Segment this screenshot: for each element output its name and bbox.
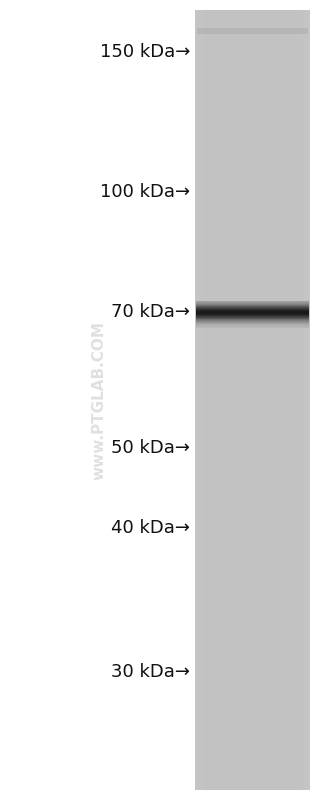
Text: 40 kDa→: 40 kDa→ — [111, 519, 190, 537]
Bar — [196, 10, 197, 790]
Bar — [205, 10, 206, 790]
Bar — [302, 10, 303, 790]
Bar — [195, 10, 196, 790]
Bar — [305, 10, 306, 790]
Bar — [304, 10, 305, 790]
Text: 50 kDa→: 50 kDa→ — [111, 439, 190, 457]
Bar — [301, 10, 302, 790]
Bar — [198, 10, 199, 790]
Bar — [195, 10, 310, 790]
Bar — [309, 10, 310, 790]
Text: www.PTGLAB.COM: www.PTGLAB.COM — [91, 321, 107, 479]
Bar — [206, 10, 207, 790]
Text: 70 kDa→: 70 kDa→ — [111, 303, 190, 321]
Bar — [306, 10, 307, 790]
Bar — [204, 10, 205, 790]
Text: 100 kDa→: 100 kDa→ — [100, 183, 190, 201]
Bar — [300, 10, 301, 790]
Text: 150 kDa→: 150 kDa→ — [100, 43, 190, 61]
Bar — [199, 10, 200, 790]
Bar — [308, 10, 309, 790]
Bar — [298, 10, 299, 790]
Bar — [299, 10, 300, 790]
Bar — [197, 28, 308, 34]
Bar — [203, 10, 204, 790]
Bar — [201, 10, 202, 790]
Bar — [197, 10, 198, 790]
Text: 30 kDa→: 30 kDa→ — [111, 663, 190, 681]
Bar — [202, 10, 203, 790]
Bar — [200, 10, 201, 790]
Bar — [307, 10, 308, 790]
Bar — [303, 10, 304, 790]
